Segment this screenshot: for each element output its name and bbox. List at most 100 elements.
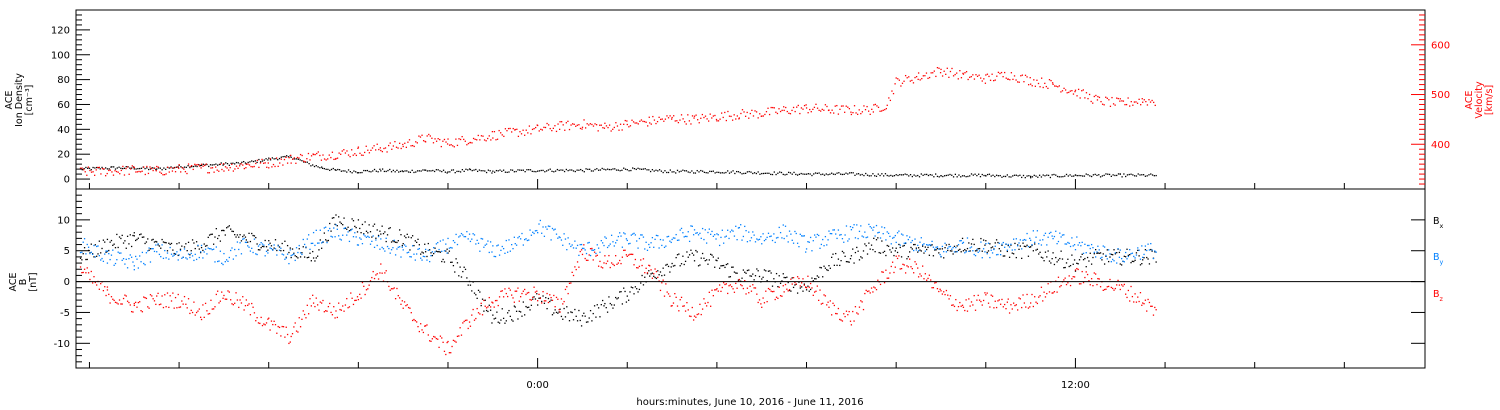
bz-point [473,319,476,321]
by-point [282,254,285,256]
bx-point [997,241,999,244]
bz-point [437,338,439,340]
bx-point [1077,263,1079,265]
bz-point [426,324,428,326]
bz-point [274,324,277,326]
bz-point [149,294,152,296]
by-point [1135,254,1138,256]
velocity-point [984,82,987,84]
bz-point [230,299,232,301]
bx-point [525,305,527,308]
bz-point [143,296,145,298]
bz-point [790,278,792,280]
ion-density-point [703,171,706,173]
bx-point [267,249,269,251]
by-point [715,238,717,240]
velocity-point [376,143,378,145]
ion-density-point [721,172,723,174]
bz-point [243,309,245,311]
bx-point [735,272,737,274]
bz-point [919,273,921,275]
velocity-point [725,119,727,122]
ion-density-point [612,168,614,170]
ion-density-point [299,159,301,161]
bx-point [225,227,228,229]
by-point [1057,240,1060,243]
bx-point [145,241,148,243]
bz-point [112,298,114,300]
by-point [215,246,217,248]
by-point [455,233,457,236]
ion-density-point [675,172,677,174]
velocity-point [993,79,995,82]
bx-point [252,234,254,237]
velocity-point [349,155,351,158]
ion-density-point [764,172,766,174]
bx-point [994,242,996,244]
ion-density-point [209,164,212,166]
velocity-point [139,171,142,173]
velocity-point [852,111,854,114]
bz-point [649,265,651,267]
by-point [160,255,162,258]
bz-point [1081,270,1083,273]
by-point [547,225,550,227]
by-point [120,252,122,254]
by-point [836,237,838,240]
by-point [162,257,165,260]
by-point [712,235,714,237]
by-point [269,247,271,249]
velocity-point [1026,76,1028,78]
bx-point [82,253,84,255]
bx-point [409,249,411,251]
bx-point [298,248,300,250]
by-point [670,241,672,244]
ion-density-point [1051,174,1053,176]
by-point [284,258,286,260]
bx-point [178,242,180,244]
by-point [303,243,306,246]
ion-density-point [192,165,195,168]
bx-point [351,218,353,220]
ion-density-point [101,166,103,169]
by-point [1142,256,1144,258]
velocity-point [829,112,832,114]
by-point [684,235,687,238]
velocity-point [636,122,638,124]
bz-point [455,341,457,343]
bx-point [149,248,152,250]
bx-point [962,250,965,252]
ion-density-point [1099,176,1102,178]
bx-point [410,237,412,239]
bz-point [597,265,600,267]
bz-point [729,284,732,286]
bx-point [960,251,962,253]
bx-point [881,240,883,242]
ion-density-point [1065,173,1068,176]
bx-point [376,229,378,231]
by-point [174,253,177,255]
ion-density-point [1055,174,1057,176]
bx-point [483,310,485,312]
velocity-point [208,172,211,174]
bz-point [669,295,671,297]
bx-point [1069,264,1072,267]
density-tick-label: 0 [64,175,70,186]
bz-point [650,269,652,271]
ion-density-point [976,174,978,177]
by-point [962,241,965,244]
bz-point [972,304,974,306]
bx-point [1018,248,1020,250]
by-point [1105,254,1107,257]
by-point [995,254,998,256]
ion-density-point [432,169,434,172]
ion-density-point [1003,175,1005,178]
bz-point [236,299,239,301]
by-point [682,232,684,234]
bz-point [894,266,896,268]
by-point [191,255,194,257]
by-point [936,246,939,248]
by-point [102,260,105,263]
ion-density-point [691,170,693,172]
bz-point [1073,276,1076,278]
